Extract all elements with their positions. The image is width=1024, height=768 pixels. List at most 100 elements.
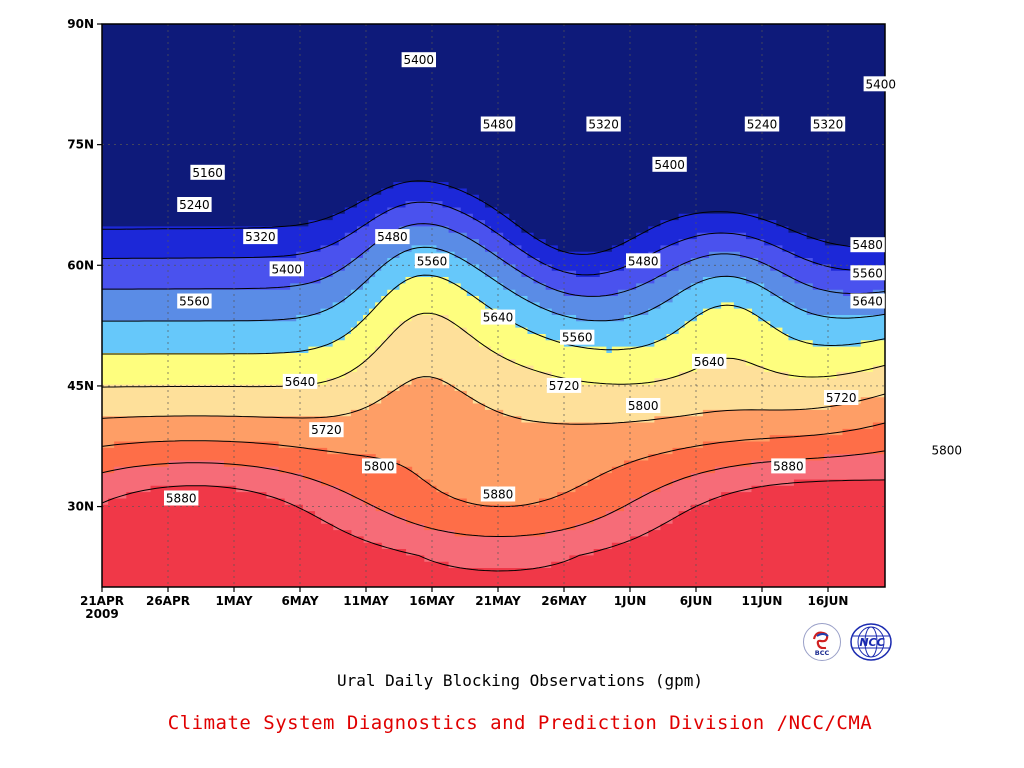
contour-label-box xyxy=(824,390,859,405)
x-tick-label: 1JUN xyxy=(614,594,647,608)
axis-ticks: 21APR 26APR 1MAY 6MAY 11MAY 16MAY 21MAY 26MAY 1J… xyxy=(67,17,848,621)
contour-label-box xyxy=(480,116,516,132)
contour-label: 5480 xyxy=(375,229,410,245)
contour-label-box xyxy=(375,229,410,245)
contour-label-box xyxy=(401,52,436,68)
y-tick-label: 30N xyxy=(67,500,94,514)
contour-label-box xyxy=(269,261,304,277)
contour-label-box xyxy=(1022,156,1024,172)
contour-label: 5400 xyxy=(401,52,436,68)
ncc-logo: NCC xyxy=(850,623,892,661)
y-tick-label: 60N xyxy=(67,258,94,272)
contour-label-box xyxy=(850,237,885,253)
contour-label-box xyxy=(626,253,661,269)
contour-label-text: 5240 xyxy=(179,198,210,212)
contour-label-text: 5800 xyxy=(628,399,659,413)
contour-label-box xyxy=(863,76,898,92)
contour-label: 5400 xyxy=(863,76,898,92)
svg-text:NCC: NCC xyxy=(859,636,884,649)
contour-label-text: 5560 xyxy=(179,295,210,309)
contour-label-box xyxy=(771,458,806,474)
contour-label-box xyxy=(652,156,687,172)
contour-label-text: 5640 xyxy=(852,295,883,309)
x-tick-label: 16JUN xyxy=(808,594,849,608)
plot-frame xyxy=(101,23,886,588)
contour-label: 5720 xyxy=(824,390,859,405)
contour-label-text: 5640 xyxy=(285,375,316,389)
contour-label-text: 5480 xyxy=(852,238,883,252)
contour-label-text: 5800 xyxy=(364,459,395,473)
contour-label: 5400 xyxy=(269,261,304,277)
contour-label-box xyxy=(850,293,885,309)
contour-label-text: 5400 xyxy=(866,77,897,91)
contour-label-text: 5720 xyxy=(826,391,857,405)
contour-label: 5560 xyxy=(177,293,212,309)
contour-label: 5320 xyxy=(243,229,278,245)
contour-label-text: 5400 xyxy=(272,262,303,276)
x-tick-label: 26APR xyxy=(146,594,190,608)
contour-line-5400 xyxy=(102,246,885,322)
contour-label-text: 5880 xyxy=(483,488,514,502)
contour-labels: 5160 5240 5320 5400 5560 5640 5720 5800 5880 5480… xyxy=(164,52,1024,506)
contour-label: 5320 xyxy=(810,116,846,132)
contour-label-box xyxy=(480,486,516,502)
svg-text:BCC: BCC xyxy=(815,649,830,657)
contour-label: 5480 xyxy=(626,253,661,269)
contour-band-1 xyxy=(102,182,885,278)
x-tick-label: 11MAY xyxy=(343,594,389,608)
contour-label: 5240 xyxy=(177,197,212,212)
contour-label: 5880 xyxy=(480,486,516,502)
contour-label: 5880 xyxy=(164,490,199,506)
contour-label-box xyxy=(692,353,727,369)
contour-label-text: 5480 xyxy=(377,230,408,244)
x-tick-label: 26MAY xyxy=(541,594,587,608)
contour-label: 5320 xyxy=(586,116,621,132)
contour-label-text: 5720 xyxy=(311,423,342,437)
x-tick-label: 11JUN xyxy=(742,594,783,608)
contour-label: 5640 xyxy=(480,309,516,325)
contour-label-text: 5560 xyxy=(562,331,593,345)
x-tick-label: 21MAY xyxy=(475,594,521,608)
contour-label: 5160 xyxy=(190,164,225,180)
contour-label-text: 5480 xyxy=(483,118,514,132)
contour-band-9 xyxy=(102,454,885,569)
contour-band-8 xyxy=(102,422,885,537)
contour-band-7 xyxy=(102,378,885,506)
contour-label-text: 5320 xyxy=(245,230,276,244)
contour-label-box xyxy=(586,116,621,132)
contour-label-text: 5560 xyxy=(852,266,883,280)
contour-label: 5560 xyxy=(560,329,595,345)
contour-label: 5800 xyxy=(362,458,397,474)
contour-label: 5880 xyxy=(771,458,806,474)
contour-label: 5480 xyxy=(480,116,516,132)
contour-label-text: 5640 xyxy=(483,311,514,325)
contour-label-text: 5480 xyxy=(628,254,659,268)
contour-label-text: 5560 xyxy=(417,254,448,268)
contour-label: 5640 xyxy=(282,373,318,389)
contour-label-text: 5720 xyxy=(549,379,580,393)
y-tick-label: 90N xyxy=(67,17,94,31)
y-tick-label: 45N xyxy=(67,379,94,393)
contour-label: 5720 xyxy=(546,377,582,393)
contour-label: 5480 xyxy=(850,237,885,253)
contour-line-5720 xyxy=(102,422,885,508)
contour-band-3 xyxy=(102,226,885,322)
contour-label-text: 5880 xyxy=(773,459,804,473)
contour-label-box xyxy=(243,229,278,245)
contour-label-box xyxy=(164,490,199,506)
contour-label-box xyxy=(362,458,397,474)
contour-label-box xyxy=(546,377,582,393)
bcc-logo: BCC xyxy=(803,623,841,661)
contour-label: 5640 xyxy=(692,353,727,369)
x-year-label: 2009 xyxy=(85,607,118,621)
contour-label-box xyxy=(414,253,450,269)
contour-band-5 xyxy=(102,277,885,386)
contour-label-box xyxy=(177,197,212,212)
contour-label: 5800 xyxy=(929,442,964,458)
contour-label: 5400 xyxy=(652,156,687,172)
contour-label: 5240 xyxy=(744,116,780,132)
contour-label-box xyxy=(309,422,344,438)
contour-label-text: 5320 xyxy=(813,118,844,132)
contour-band-0 xyxy=(102,24,885,253)
